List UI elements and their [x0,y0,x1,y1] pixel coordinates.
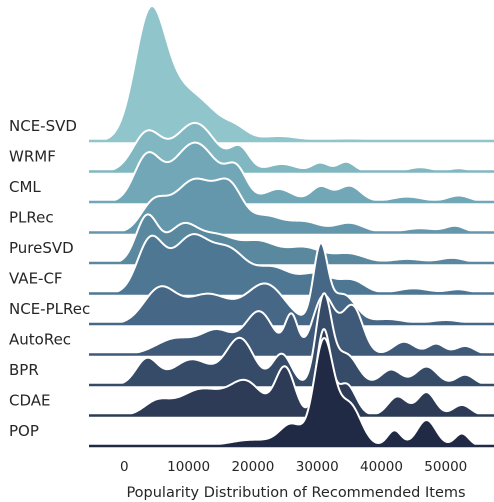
row-label: BPR [9,361,39,379]
ridge-area [89,243,494,324]
ridge-outline [88,328,494,417]
ridge-outline [88,233,494,295]
row-label: POP [9,422,39,440]
x-tick-label: 10000 [167,459,210,475]
x-tick-label: 50000 [424,459,467,475]
ridge-pop [88,337,494,448]
row-label: VAE-CF [9,270,63,288]
x-tick-label: 40000 [360,459,403,475]
ridge-outline [88,141,494,203]
row-labels-group: NCE-SVD WRMF CML PLRec PureSVD VAE-CF NCE-PLRe… [9,117,90,440]
ridge-outline [88,242,494,325]
x-tick-label: 20000 [231,459,274,475]
ridges-group [88,5,494,448]
row-label: WRMF [9,148,56,166]
ridge-area [89,295,494,355]
ridge-autorec [88,294,494,356]
row-label: CML [9,178,41,196]
ridge-outline [88,177,494,234]
row-label: AutoRec [9,331,71,349]
ridge-outline [88,292,494,386]
ridge-area [89,293,494,385]
ridge-area [89,178,494,233]
ridge-area [89,329,494,416]
row-label: PLRec [9,209,54,227]
x-axis-label: Popularity Distribution of Recommended I… [126,485,465,501]
x-axis-ticks-group: 0 10000 20000 30000 40000 50000 [120,459,467,475]
ridge-outline [88,213,494,264]
row-label: NCE-PLRec [9,300,90,318]
ridge-outline [88,294,494,356]
ridge-nce-svd [88,5,494,143]
ridge-area [89,234,494,294]
ridge-cdae [88,328,494,417]
x-tick-label: 30000 [296,459,339,475]
row-label: PureSVD [9,239,74,257]
row-label: NCE-SVD [9,117,77,135]
row-label: CDAE [9,392,51,410]
ridge-outline [88,121,494,173]
ridge-area [89,6,494,141]
x-tick-label: 0 [120,459,129,475]
